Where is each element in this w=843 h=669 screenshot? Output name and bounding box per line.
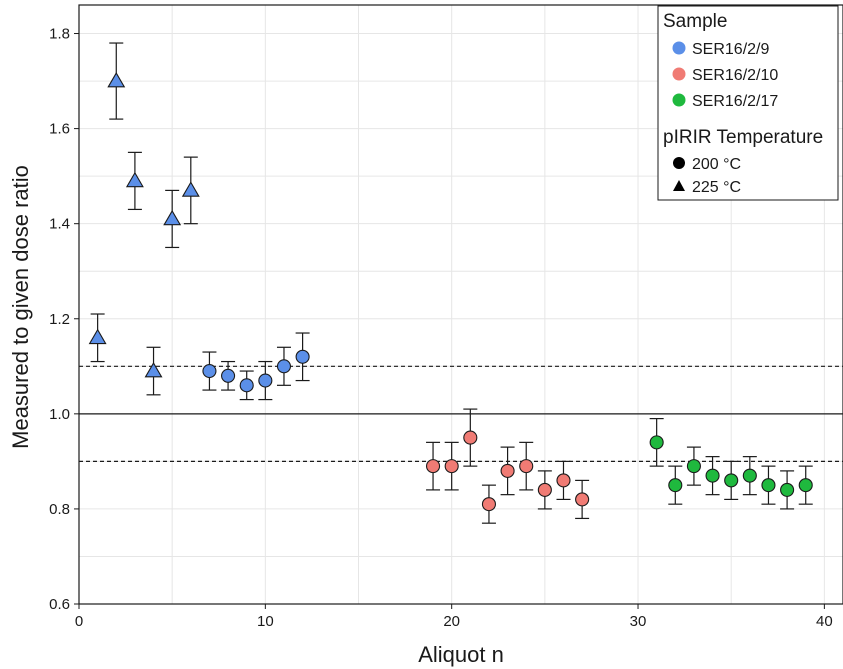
legend-sample-label: SER16/2/9 bbox=[692, 41, 769, 58]
circle-marker bbox=[481, 497, 497, 512]
y-tick-label: 1.0 bbox=[49, 406, 70, 423]
x-tick-label: 30 bbox=[630, 613, 647, 630]
circle-marker bbox=[444, 459, 459, 474]
y-tick-label: 0.6 bbox=[49, 596, 70, 613]
y-tick-label: 1.4 bbox=[49, 216, 70, 233]
circle-marker bbox=[221, 368, 236, 383]
circle-marker bbox=[519, 459, 534, 474]
plot-frame bbox=[78, 4, 843, 605]
triangle-marker bbox=[144, 361, 163, 378]
circle-marker bbox=[537, 482, 552, 497]
circle-marker bbox=[575, 492, 590, 507]
circle-marker bbox=[556, 473, 571, 488]
y-tick-label: 1.6 bbox=[49, 121, 70, 138]
legend-circle-marker bbox=[673, 157, 685, 169]
y-axis-ticks: 0.6 0.8 1.0 1.2 1.4 1.6 1.8 bbox=[49, 26, 79, 613]
circle-marker bbox=[649, 435, 664, 450]
circle-marker bbox=[761, 478, 776, 493]
legend-sample-entries: SER16/2/9 SER16/2/10 SER16/2/17 bbox=[672, 41, 778, 110]
circle-marker bbox=[724, 473, 739, 488]
triangle-marker bbox=[181, 181, 200, 197]
circle-marker bbox=[425, 459, 441, 474]
triangle-marker bbox=[88, 328, 107, 345]
y-tick-label: 1.8 bbox=[49, 26, 70, 43]
x-tick-label: 20 bbox=[443, 613, 460, 630]
circle-marker bbox=[239, 378, 254, 393]
legend-temperature-label: 225 °C bbox=[692, 179, 741, 196]
reference-lines bbox=[79, 365, 843, 462]
circle-marker bbox=[258, 373, 273, 388]
legend-box bbox=[657, 5, 839, 201]
x-tick-label: 40 bbox=[816, 613, 833, 630]
circle-marker bbox=[276, 359, 292, 374]
legend-temperature-label: 200 °C bbox=[692, 156, 741, 173]
circle-marker bbox=[780, 482, 795, 497]
x-axis-title: Aliquot n bbox=[418, 642, 504, 667]
triangle-marker bbox=[125, 171, 144, 188]
circle-marker bbox=[798, 478, 813, 493]
legend: Sample SER16/2/9 SER16/2/10 SER16/2/17 pIR… bbox=[657, 5, 839, 201]
circle-marker bbox=[705, 468, 720, 483]
y-tick-label: 0.8 bbox=[49, 501, 70, 518]
legend-sample-label: SER16/2/10 bbox=[692, 67, 778, 84]
legend-triangle-marker bbox=[673, 180, 685, 191]
x-tick-label: 10 bbox=[257, 613, 274, 630]
circle-marker bbox=[500, 463, 515, 478]
legend-temperature-title: pIRIR Temperature bbox=[663, 127, 823, 148]
circle-marker bbox=[295, 349, 310, 364]
circle-marker bbox=[202, 364, 217, 379]
y-axis-title: Measured to given dose ratio bbox=[8, 165, 33, 449]
x-axis-ticks: 0 10 20 30 40 bbox=[75, 604, 833, 630]
triangle-marker bbox=[163, 209, 182, 226]
circle-marker bbox=[668, 478, 683, 493]
legend-sample-swatch bbox=[672, 67, 686, 81]
circle-marker bbox=[742, 468, 757, 483]
legend-temperature-entries: 200 °C 225 °C bbox=[673, 156, 741, 196]
y-tick-label: 1.2 bbox=[49, 311, 70, 328]
legend-sample-title: Sample bbox=[663, 11, 727, 32]
x-tick-label: 0 bbox=[75, 613, 83, 630]
legend-sample-label: SER16/2/17 bbox=[692, 93, 778, 110]
data-markers bbox=[88, 71, 813, 512]
circle-marker bbox=[686, 459, 701, 474]
legend-sample-swatch bbox=[672, 41, 686, 55]
triangle-marker bbox=[107, 71, 126, 88]
legend-sample-swatch bbox=[672, 93, 686, 107]
circle-marker bbox=[463, 430, 478, 445]
